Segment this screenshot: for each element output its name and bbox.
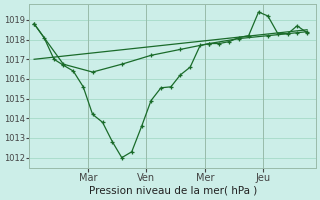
X-axis label: Pression niveau de la mer( hPa ): Pression niveau de la mer( hPa ) xyxy=(89,186,257,196)
